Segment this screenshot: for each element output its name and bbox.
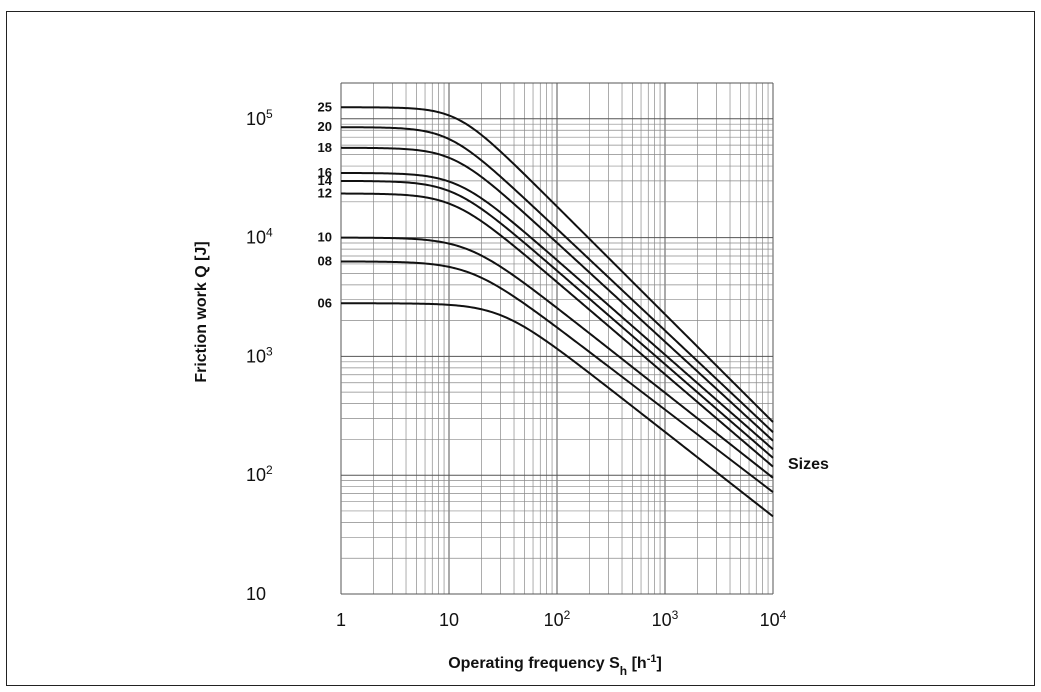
chart-frame	[6, 11, 1035, 686]
series-label-20: 20	[318, 119, 332, 134]
series-line-10	[340, 236, 774, 479]
y-tick-label: 102	[246, 463, 273, 485]
y-tick-label: 104	[246, 226, 273, 248]
series-label-25: 25	[318, 99, 332, 114]
series-line-18	[340, 146, 774, 442]
x-tick-label: 10	[439, 610, 459, 630]
y-tick-labels: 10 102 103 104 105	[246, 107, 273, 604]
x-axis-label-unit-exp: -1	[647, 653, 657, 665]
series-line-16	[341, 171, 774, 451]
x-axis-label-unit: [h	[627, 655, 647, 672]
x-axis-label-sub: h	[620, 664, 627, 678]
x-axis-label: Operating frequency Sh [h-1]	[448, 653, 662, 678]
series-line-12	[340, 192, 774, 468]
x-tick-labels: 1 10 102 103 104	[336, 608, 787, 630]
x-tick-label: 103	[652, 608, 679, 630]
y-tick-label: 105	[246, 107, 273, 129]
x-tick-label: 102	[544, 608, 571, 630]
series-label-14: 14	[318, 173, 333, 188]
sizes-annotation: Sizes	[788, 456, 829, 473]
series-line-06	[341, 302, 774, 518]
y-tick-label: 10	[246, 584, 266, 604]
series-label-06: 06	[318, 295, 332, 310]
series-line-25	[341, 106, 774, 423]
series-label-18: 18	[318, 140, 332, 155]
y-axis-label: Friction work Q [J]	[193, 241, 210, 382]
series-label-16: 16	[318, 165, 332, 180]
series-line-14	[341, 179, 774, 459]
series-label-08: 08	[318, 253, 332, 268]
x-axis-label-unit-close: ]	[656, 655, 661, 672]
series-label-12: 12	[318, 185, 332, 200]
series-line-20	[341, 126, 774, 433]
grid	[340, 82, 774, 595]
series-label-10: 10	[318, 230, 332, 245]
x-tick-label: 104	[760, 608, 787, 630]
series-line-08	[341, 260, 774, 493]
x-axis-label-main: Operating frequency S	[448, 655, 620, 672]
series-group	[340, 106, 774, 518]
x-tick-label: 1	[336, 610, 346, 630]
y-tick-label: 103	[246, 344, 273, 366]
